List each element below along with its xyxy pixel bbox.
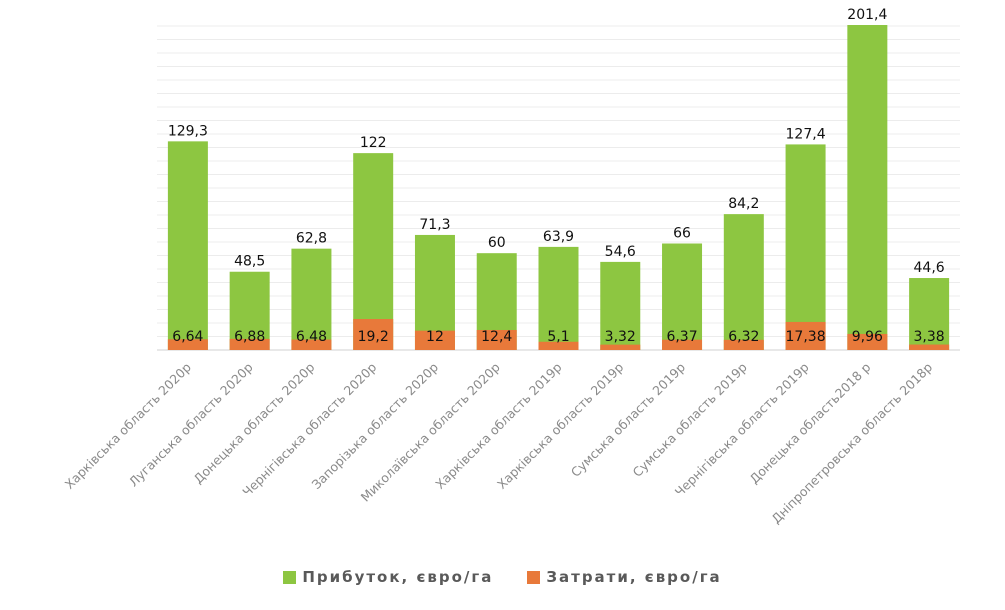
legend-label-costs: Затрати, євро/га <box>546 568 722 586</box>
bar-costs <box>538 341 579 350</box>
x-tick-label: Донецька область 2020р <box>191 359 318 486</box>
data-label-costs: 12 <box>426 329 444 345</box>
data-label-costs: 6,32 <box>728 329 759 345</box>
data-label-profit: 127,4 <box>786 126 826 142</box>
data-label-costs: 5,1 <box>547 329 569 345</box>
x-tick-label: Харківська область 2020р <box>62 359 194 491</box>
bar-costs <box>600 344 641 350</box>
bar-profit <box>353 153 394 350</box>
bar-profit <box>538 246 579 350</box>
bar-costs <box>229 338 270 350</box>
bar-costs <box>662 339 703 350</box>
x-tick-label: Чернігівська область 2020р <box>239 359 379 499</box>
bar-profit <box>909 278 950 350</box>
legend: Прибуток, євро/га Затрати, євро/га <box>0 568 1005 586</box>
bar-costs <box>414 330 455 350</box>
data-label-costs: 6,88 <box>234 329 265 345</box>
data-label-costs: 12,4 <box>481 329 512 345</box>
x-tick-label: Донецька область2018 р <box>746 359 873 486</box>
legend-item-profit: Прибуток, євро/га <box>283 568 493 586</box>
bar-costs <box>723 339 764 350</box>
data-label-profit: 54,6 <box>605 244 636 260</box>
data-label-costs: 19,2 <box>358 329 389 345</box>
data-label-profit: 66 <box>673 225 691 241</box>
data-label-costs: 17,38 <box>786 329 826 345</box>
x-tick-label: Харківська область 2019р <box>432 359 564 491</box>
bar-profit <box>229 271 270 350</box>
bar-profit <box>167 141 208 350</box>
data-label-costs: 6,48 <box>296 329 327 345</box>
data-label-costs: 9,96 <box>852 329 883 345</box>
data-label-profit: 63,9 <box>543 229 574 245</box>
bar-profit <box>291 248 332 350</box>
bar-profit <box>723 214 764 350</box>
bar-costs <box>291 339 332 350</box>
x-tick-label: Чернігівська область 2019р <box>672 359 812 499</box>
data-label-costs: 6,37 <box>666 329 697 345</box>
data-label-profit: 201,4 <box>847 7 887 23</box>
bar-costs <box>353 319 394 350</box>
data-label-profit: 129,3 <box>168 123 208 139</box>
legend-item-costs: Затрати, євро/га <box>527 568 721 586</box>
bar-costs <box>847 333 888 350</box>
data-label-profit: 44,6 <box>914 260 945 276</box>
x-tick-label: Сумська область 2019р <box>568 359 688 479</box>
bar-chart: 129,3 6,64 Харківська область 2020р 48,5 6,8… <box>62 7 960 526</box>
data-label-profit: 48,5 <box>234 254 265 270</box>
data-label-profit: 62,8 <box>296 231 327 247</box>
bar-profit <box>785 144 826 350</box>
bar-costs <box>909 344 950 350</box>
data-label-profit: 71,3 <box>419 217 450 233</box>
data-label-costs: 3,32 <box>605 329 636 345</box>
legend-swatch-profit <box>283 570 297 584</box>
data-label-profit: 60 <box>488 235 506 251</box>
x-tick-label: Луганська область 2020р <box>126 359 256 489</box>
x-tick-label: Запорізька область 2020р <box>309 359 442 492</box>
bar-profit <box>662 243 703 350</box>
bar-costs <box>785 321 826 350</box>
data-label-profit: 122 <box>360 135 387 151</box>
bar-profit <box>847 25 888 350</box>
bar-profit <box>600 261 641 350</box>
bar-costs <box>476 329 517 350</box>
legend-swatch-costs <box>527 570 541 584</box>
data-label-costs: 6,64 <box>172 329 203 345</box>
x-tick-label: Сумська область 2019р <box>630 359 750 479</box>
bar-costs <box>167 339 208 350</box>
legend-label-profit: Прибуток, євро/га <box>302 568 494 586</box>
data-label-profit: 84,2 <box>728 196 759 212</box>
data-label-costs: 3,38 <box>914 329 945 345</box>
x-tick-label: Харківська область 2019р <box>494 359 626 491</box>
